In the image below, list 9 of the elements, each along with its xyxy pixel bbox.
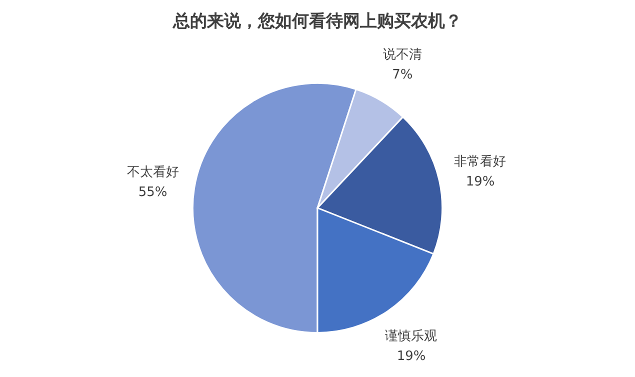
slice-label: 不太看好 [126,164,179,180]
data-label: 19% [466,174,495,190]
slice-label: 非常看好 [454,154,506,170]
chart-title: 总的来说，您如何看待网上购买农机？ [172,12,462,32]
data-label: 55% [138,184,168,200]
slice-label: 说不清 [382,47,422,62]
slice-label: 谨慎乐观 [385,328,438,344]
data-label: 7% [392,67,413,82]
data-label: 19% [396,348,426,364]
